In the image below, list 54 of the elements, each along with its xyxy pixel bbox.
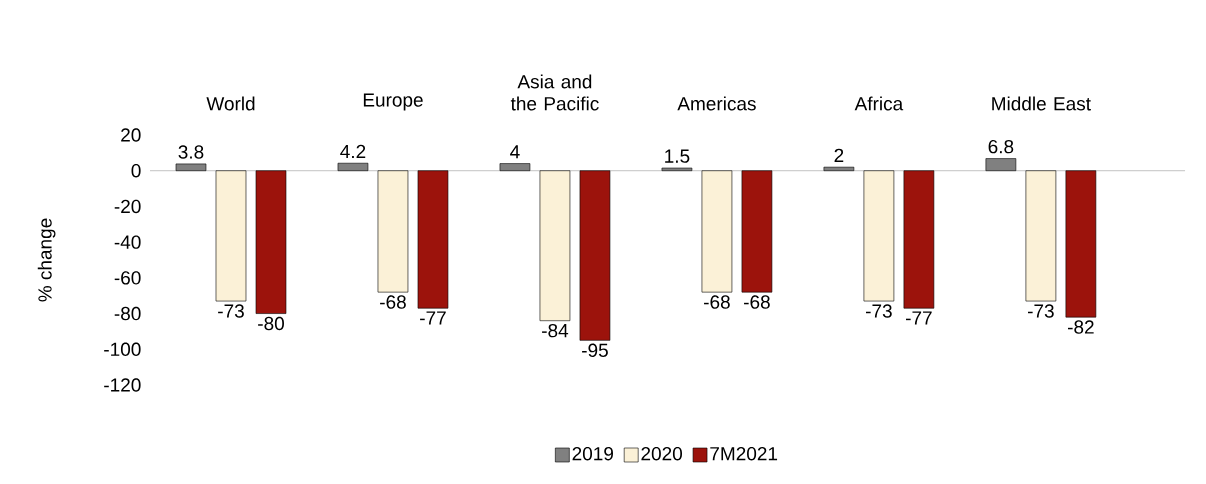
- bar: [823, 166, 855, 172]
- data-label: 2: [834, 148, 844, 162]
- y-tick-label: -40: [114, 235, 141, 249]
- bar: [661, 167, 693, 172]
- data-label: -77: [906, 311, 932, 325]
- data-label: 6.8: [988, 139, 1014, 154]
- bar: [1065, 170, 1097, 318]
- bar: [377, 170, 409, 293]
- data-label: 1.5: [665, 149, 690, 163]
- bar: [499, 163, 531, 172]
- y-tick-label: -100: [104, 342, 141, 357]
- y-tick-label: 20: [121, 128, 141, 142]
- data-label: -80: [258, 316, 284, 331]
- data-label: -82: [1067, 320, 1094, 334]
- data-label: 4.2: [340, 144, 366, 159]
- y-tick-label: -20: [114, 199, 141, 214]
- bar: [903, 170, 935, 309]
- y-tick-label: -60: [114, 271, 141, 285]
- bar: [985, 158, 1017, 172]
- data-label: -68: [380, 295, 406, 309]
- y-tick-label: -120: [104, 378, 141, 392]
- bar: [539, 170, 571, 322]
- bar: [741, 170, 773, 293]
- data-label: 4: [510, 145, 520, 159]
- data-label: -73: [866, 304, 892, 318]
- legend-label: 2019: [572, 446, 613, 461]
- bar: [1025, 170, 1057, 302]
- bar: [579, 170, 611, 341]
- bar: [417, 170, 449, 309]
- legend-label: 7M2021: [710, 446, 778, 461]
- bar: [215, 170, 247, 302]
- x-tick-label: Africa: [854, 96, 904, 111]
- y-axis-title: % change: [37, 218, 56, 302]
- x-tick-label: Americas: [677, 96, 756, 111]
- legend-label: 2020: [641, 446, 682, 461]
- data-label: -73: [1027, 304, 1054, 318]
- bar: [175, 163, 207, 172]
- x-tick-label: World: [206, 96, 255, 111]
- y-tick-label: 0: [131, 163, 141, 178]
- data-label: -95: [582, 343, 608, 358]
- bar: [255, 170, 287, 314]
- bar: [701, 170, 733, 293]
- x-tick-label: Middle East: [992, 96, 1091, 111]
- data-label: -68: [704, 295, 730, 309]
- bar: [863, 170, 895, 302]
- data-label: -84: [542, 323, 569, 338]
- y-tick-label: -80: [114, 306, 141, 321]
- x-tick-label: Europe: [363, 93, 423, 111]
- data-label: -73: [218, 304, 244, 318]
- data-label: 3.8: [178, 145, 204, 159]
- data-label: -68: [744, 295, 770, 309]
- x-tick-label: Asia and the Pacific: [510, 74, 599, 111]
- bar: [337, 162, 369, 172]
- data-label: -77: [420, 311, 446, 325]
